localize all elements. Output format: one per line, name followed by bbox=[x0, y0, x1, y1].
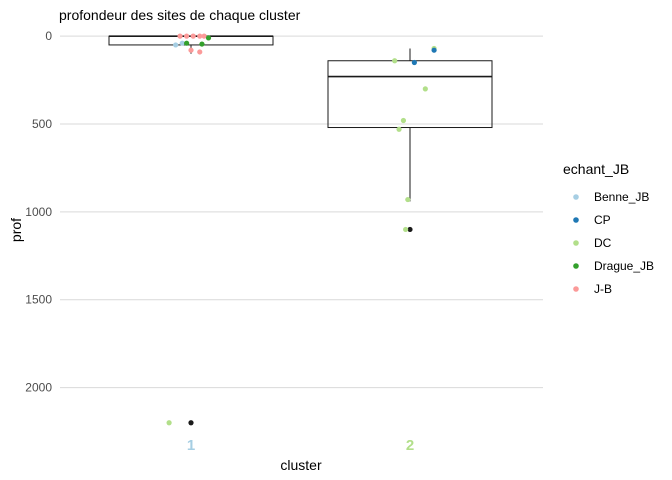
data-point bbox=[403, 226, 409, 233]
x-tick-label: 2 bbox=[406, 437, 414, 454]
data-point bbox=[400, 117, 407, 124]
y-tick-label: 2000 bbox=[25, 381, 52, 395]
data-point bbox=[199, 41, 205, 47]
legend-key bbox=[573, 217, 579, 223]
data-point bbox=[184, 40, 190, 46]
y-tick-label: 500 bbox=[32, 117, 52, 131]
data-point bbox=[177, 33, 183, 39]
y-tick-label: 1500 bbox=[25, 293, 52, 307]
legend-key bbox=[573, 240, 579, 246]
x-tick-label: 1 bbox=[187, 437, 195, 454]
data-point bbox=[166, 420, 172, 426]
data-point bbox=[422, 86, 428, 92]
data-point bbox=[411, 59, 417, 66]
data-point bbox=[184, 33, 190, 39]
data-point bbox=[197, 49, 203, 55]
box-2 bbox=[327, 60, 493, 129]
outlier-point bbox=[407, 226, 413, 233]
data-point bbox=[190, 33, 196, 39]
data-point bbox=[197, 33, 203, 39]
legend-label: J-B bbox=[594, 282, 612, 296]
data-point bbox=[205, 35, 212, 41]
data-point bbox=[173, 42, 179, 48]
data-point bbox=[179, 40, 185, 46]
legend-key bbox=[573, 263, 579, 269]
y-tick-label: 0 bbox=[45, 29, 52, 43]
data-point bbox=[405, 196, 411, 203]
data-point bbox=[431, 47, 437, 53]
outlier-point bbox=[188, 420, 194, 426]
legend-key bbox=[573, 286, 579, 292]
data-point bbox=[392, 58, 398, 64]
boxes bbox=[108, 35, 493, 426]
chart-title: profondeur des sites de chaque cluster bbox=[59, 7, 301, 23]
legend-label: CP bbox=[594, 213, 611, 227]
grid-lines bbox=[60, 35, 543, 389]
legend: echant_JB Benne_JB CP DC Drague_JB J-B bbox=[563, 161, 654, 296]
legend-label: DC bbox=[594, 236, 612, 250]
data-point bbox=[201, 33, 207, 39]
legend-title: echant_JB bbox=[563, 161, 629, 177]
y-tick-label: 1000 bbox=[25, 205, 52, 219]
data-point bbox=[396, 126, 402, 132]
y-tick-labels: 0 500 1000 1500 2000 bbox=[25, 29, 52, 394]
y-axis-title: prof bbox=[8, 218, 24, 242]
legend-key bbox=[573, 194, 579, 200]
data-point bbox=[188, 47, 194, 53]
legend-label: Drague_JB bbox=[594, 259, 654, 273]
x-axis-title: cluster bbox=[280, 457, 322, 473]
legend-label: Benne_JB bbox=[594, 190, 649, 204]
data-points bbox=[166, 33, 437, 426]
